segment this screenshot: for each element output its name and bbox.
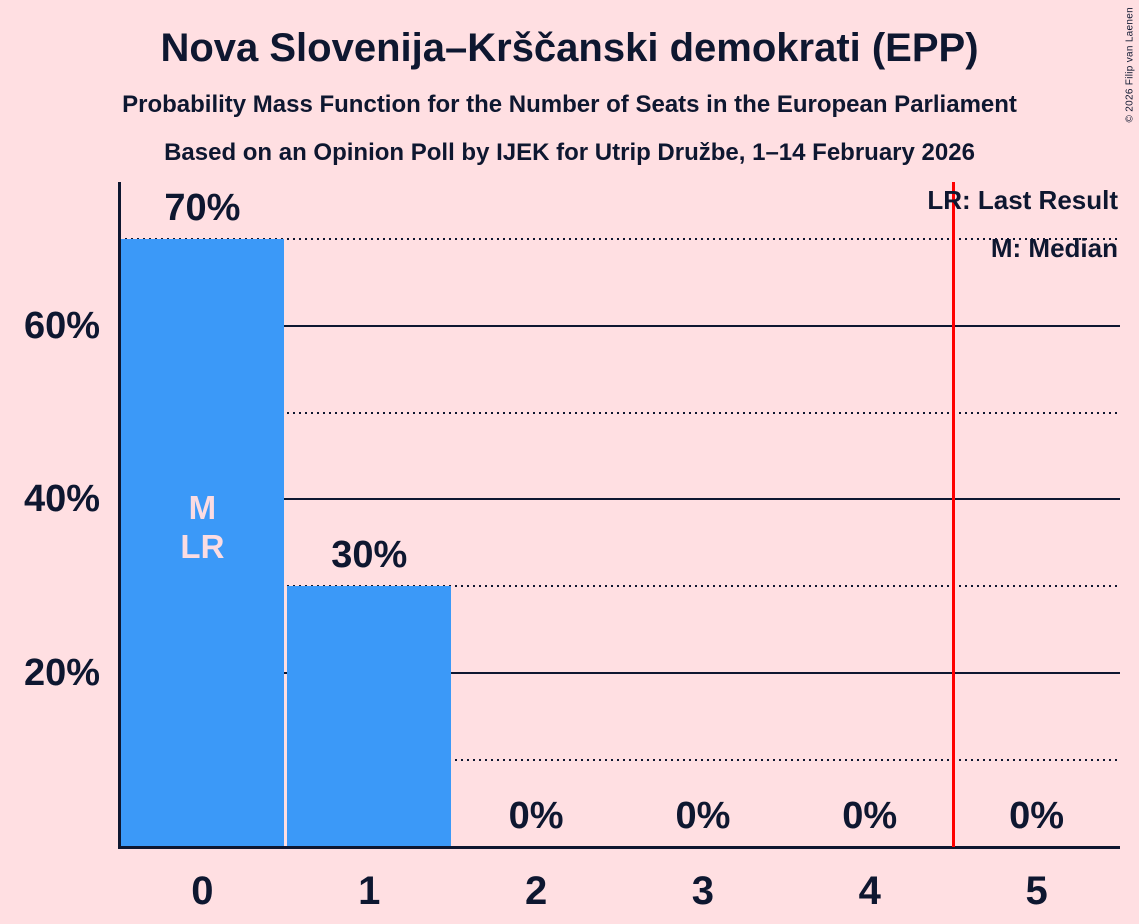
- chart-subtitle-poll: Based on an Opinion Poll by IJEK for Utr…: [164, 139, 975, 166]
- bar-seats-1: [287, 586, 452, 847]
- copyright-notice: © 2026 Filip van Laenen: [1124, 7, 1135, 123]
- gridline-solid-40: [119, 498, 1120, 501]
- x-axis-label-0: 0: [191, 869, 214, 913]
- x-axis-label-2: 2: [524, 869, 548, 913]
- y-axis-label-20: 20%: [23, 652, 100, 695]
- bar-value-label-0: 70%: [164, 186, 241, 229]
- gridline-solid-60: [119, 324, 1120, 327]
- bar-value-label-5: 0%: [1009, 795, 1065, 837]
- bar-seats-0: [120, 238, 285, 847]
- gridline-dotted-10: [119, 759, 1120, 762]
- bar-value-label-4: 0%: [842, 795, 898, 837]
- bar-value-label-3: 0%: [675, 795, 731, 837]
- chart-subtitle-function: Probability Mass Function for the Number…: [122, 91, 1017, 118]
- majority-threshold-line: [951, 182, 955, 847]
- legend-median: M: Median: [990, 233, 1118, 263]
- bar-value-label-1: 30%: [331, 534, 408, 577]
- legend-last-result: LR: Last Result: [927, 185, 1118, 215]
- y-axis-line: [118, 182, 121, 849]
- y-axis-label-40: 40%: [23, 478, 100, 521]
- bar-annotation-lr: LR: [180, 528, 225, 565]
- x-axis-label-3: 3: [691, 869, 715, 913]
- bar-value-label-2: 0%: [508, 795, 564, 837]
- x-axis-label-4: 4: [858, 869, 881, 913]
- x-axis-line: [118, 846, 1120, 849]
- y-axis-label-60: 60%: [23, 304, 100, 347]
- x-axis-label-5: 5: [1025, 869, 1048, 913]
- gridline-dotted-50: [119, 411, 1120, 414]
- page-title: Nova Slovenija–Krščanski demokrati (EPP): [160, 26, 979, 70]
- gridline-solid-20: [119, 672, 1120, 675]
- bar-annotation-m: M: [188, 489, 217, 526]
- x-axis-label-1: 1: [358, 869, 381, 913]
- gridline-dotted-70: [119, 237, 1120, 240]
- gridline-dotted-30: [119, 585, 1120, 588]
